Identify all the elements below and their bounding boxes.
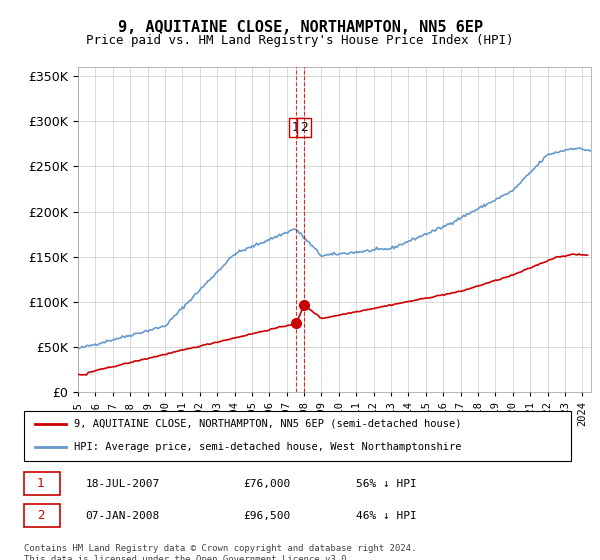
Text: 07-JAN-2008: 07-JAN-2008 [86,511,160,521]
Text: 46% ↓ HPI: 46% ↓ HPI [356,511,417,521]
Text: 56% ↓ HPI: 56% ↓ HPI [356,479,417,489]
Text: 9, AQUITAINE CLOSE, NORTHAMPTON, NN5 6EP: 9, AQUITAINE CLOSE, NORTHAMPTON, NN5 6EP [118,20,482,35]
Text: £96,500: £96,500 [244,511,291,521]
Text: HPI: Average price, semi-detached house, West Northamptonshire: HPI: Average price, semi-detached house,… [74,442,462,452]
Text: Price paid vs. HM Land Registry's House Price Index (HPI): Price paid vs. HM Land Registry's House … [86,34,514,46]
FancyBboxPatch shape [23,411,571,461]
Text: 2: 2 [301,121,308,134]
FancyBboxPatch shape [23,472,60,494]
Text: 9, AQUITAINE CLOSE, NORTHAMPTON, NN5 6EP (semi-detached house): 9, AQUITAINE CLOSE, NORTHAMPTON, NN5 6EP… [74,419,462,429]
Text: £76,000: £76,000 [244,479,291,489]
Text: 18-JUL-2007: 18-JUL-2007 [86,479,160,489]
Text: 2: 2 [37,510,44,522]
FancyBboxPatch shape [23,505,60,527]
Text: 1: 1 [37,477,44,490]
Text: Contains HM Land Registry data © Crown copyright and database right 2024.
This d: Contains HM Land Registry data © Crown c… [24,544,416,560]
Text: 1: 1 [292,121,300,134]
